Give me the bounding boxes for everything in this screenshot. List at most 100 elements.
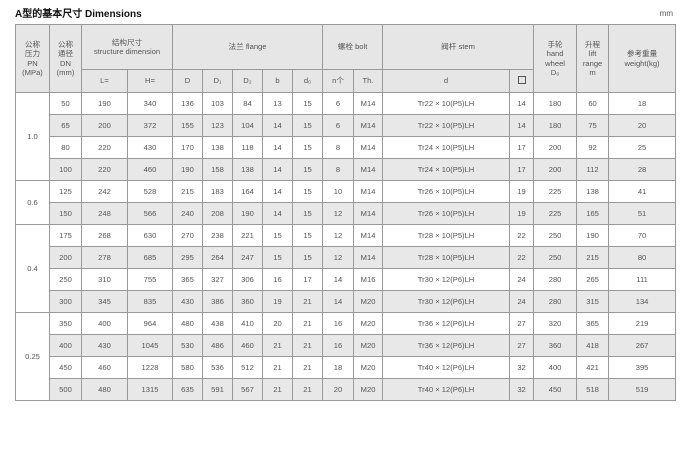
- table-cell: 28: [608, 158, 677, 181]
- table-cell: 265: [576, 268, 610, 291]
- table-row: 1.0 50 190 340 136 103 84 13 15 6 M14 Tr22 × 10(P5)…: [15, 92, 677, 181]
- table-cell: 386: [202, 290, 234, 313]
- table-cell: 13: [262, 92, 294, 115]
- table-cell: Tr36 × 12(P6)LH: [382, 312, 511, 335]
- table-cell: 27: [509, 334, 535, 357]
- table-cell: 400: [49, 334, 82, 357]
- header-handwheel: 手轮 hand wheel D₀: [533, 24, 578, 93]
- table-cell: 247: [232, 246, 264, 269]
- table-cell: 103: [202, 92, 234, 115]
- table-cell: 25: [608, 136, 677, 159]
- table-cell: 430: [126, 136, 174, 159]
- table-cell: Tr28 × 10(P5)LH: [382, 246, 511, 269]
- table-cell: 22: [509, 224, 535, 247]
- table-cell: 14: [509, 92, 535, 115]
- table-cell: 41: [608, 180, 677, 203]
- table-cell: 1045: [126, 334, 174, 357]
- table-cell: 21: [292, 312, 324, 335]
- table-cell: 19: [509, 202, 535, 225]
- table-cell: 430: [172, 290, 204, 313]
- table-cell: Tr26 × 10(P5)LH: [382, 202, 511, 225]
- table-cell: 27: [509, 312, 535, 335]
- table-cell: 80: [49, 136, 82, 159]
- table-cell: 21: [262, 356, 294, 379]
- table-cell: 480: [81, 378, 128, 401]
- table-cell: 19: [509, 180, 535, 203]
- table-cell: M14: [353, 136, 384, 159]
- table-row: 250 310 755 365 327 306 16 17 14 M16 Tr30 × 12(P6)…: [16, 268, 677, 291]
- table-cell: 138: [232, 158, 264, 181]
- table-cell: Tr22 × 10(P5)LH: [382, 114, 511, 137]
- table-row: 200 278 685 295 264 247 15 15 12 M14 Tr28 × 10(P5)…: [16, 246, 677, 269]
- table-cell: 295: [172, 246, 204, 269]
- table-cell: 315: [576, 290, 610, 313]
- table-cell: 138: [576, 180, 610, 203]
- table-cell: 225: [533, 202, 578, 225]
- table-cell: 400: [81, 312, 128, 335]
- table-cell: 267: [608, 334, 677, 357]
- table-cell: 21: [292, 356, 324, 379]
- table-cell: Tr24 × 10(P5)LH: [382, 136, 511, 159]
- subheader-cell: D₂: [232, 69, 264, 93]
- table-cell: 180: [533, 92, 578, 115]
- table-cell: 635: [172, 378, 204, 401]
- table-cell: 200: [533, 158, 578, 181]
- table-cell: 360: [232, 290, 264, 313]
- pn-value: 1.0: [15, 92, 50, 181]
- table-cell: 100: [49, 158, 82, 181]
- table-cell: 512: [232, 356, 264, 379]
- table-cell: 6: [322, 114, 355, 137]
- table-cell: 190: [81, 92, 128, 115]
- table-cell: Tr26 × 10(P5)LH: [382, 180, 511, 203]
- table-cell: 17: [509, 158, 535, 181]
- table-cell: 15: [292, 246, 324, 269]
- table-cell: 280: [533, 290, 578, 313]
- table-cell: 280: [533, 268, 578, 291]
- table-cell: Tr40 × 12(P6)LH: [382, 378, 511, 401]
- subheader-cell: H=: [126, 69, 174, 93]
- subheader-cell: d: [382, 69, 511, 93]
- square-icon: [517, 75, 526, 84]
- table-cell: 21: [292, 290, 324, 313]
- table-cell: 200: [81, 114, 128, 137]
- table-cell: 278: [81, 246, 128, 269]
- table-cell: 250: [49, 268, 82, 291]
- table-cell: 755: [126, 268, 174, 291]
- table-cell: 112: [576, 158, 610, 181]
- table-cell: 65: [49, 114, 82, 137]
- table-cell: 430: [81, 334, 128, 357]
- table-cell: 528: [126, 180, 174, 203]
- table-cell: 460: [232, 334, 264, 357]
- table-cell: 134: [608, 290, 677, 313]
- table-cell: 21: [262, 334, 294, 357]
- table-cell: 460: [126, 158, 174, 181]
- table-cell: 21: [292, 378, 324, 401]
- header-bolt: 螺栓 bolt: [322, 24, 384, 70]
- table-cell: 500: [49, 378, 82, 401]
- table-cell: 200: [49, 246, 82, 269]
- table-cell: 438: [202, 312, 234, 335]
- table-cell: 16: [322, 334, 355, 357]
- table-cell: 190: [172, 158, 204, 181]
- table-cell: 183: [202, 180, 234, 203]
- table-cell: M14: [353, 158, 384, 181]
- table-cell: 225: [533, 180, 578, 203]
- table-cell: Tr30 × 12(P6)LH: [382, 290, 511, 313]
- table-cell: 264: [202, 246, 234, 269]
- table-cell: M20: [353, 312, 384, 335]
- header-stem: 阀杆 stem: [382, 24, 535, 70]
- table-cell: 365: [576, 312, 610, 335]
- table-cell: 12: [322, 202, 355, 225]
- table-cell: 20: [262, 312, 294, 335]
- table-cell: 51: [608, 202, 677, 225]
- table-cell: 18: [608, 92, 677, 115]
- table-cell: 14: [509, 114, 535, 137]
- table-cell: 15: [292, 92, 324, 115]
- subheader-cell: [509, 69, 535, 93]
- pn-value: 0.25: [15, 312, 50, 401]
- table-cell: 180: [533, 114, 578, 137]
- table-cell: Tr22 × 10(P5)LH: [382, 92, 511, 115]
- table-cell: 164: [232, 180, 264, 203]
- table-cell: 150: [49, 202, 82, 225]
- table-cell: 395: [608, 356, 677, 379]
